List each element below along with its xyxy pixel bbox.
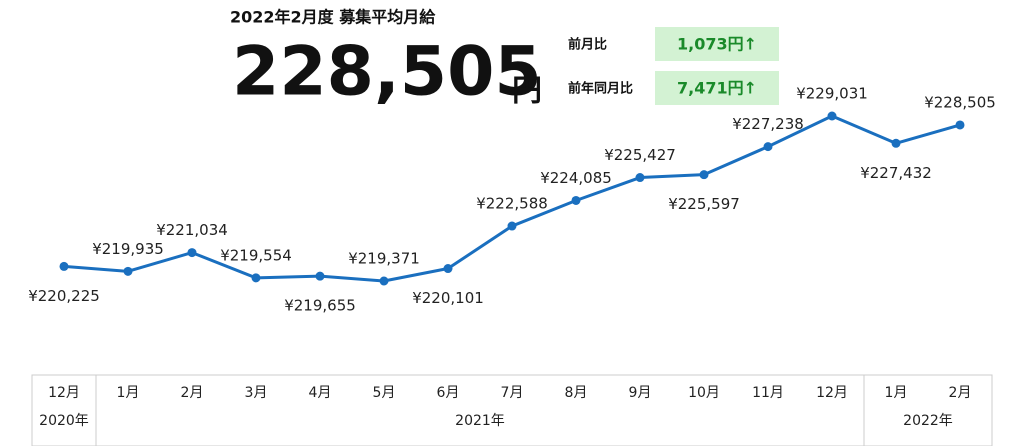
data-label: ¥222,588 (476, 195, 548, 213)
point (443, 264, 453, 274)
year-label: 2021年 (455, 413, 505, 429)
year-label: 2020年 (39, 413, 89, 429)
x-tick-label: 10月 (688, 385, 720, 401)
point (571, 195, 581, 205)
comparison-value: 7,471円↑ (677, 79, 757, 98)
badge (655, 27, 779, 61)
point (635, 173, 645, 183)
axis-box (31, 374, 993, 446)
x-tick-label: 1月 (885, 385, 908, 401)
point (827, 111, 837, 121)
point (891, 138, 901, 148)
data-label: ¥219,371 (348, 250, 420, 268)
data-label: ¥219,554 (220, 246, 292, 264)
data-label: ¥224,085 (540, 169, 612, 187)
x-tick-label: 3月 (245, 385, 268, 401)
data-label: ¥225,597 (668, 195, 740, 213)
data-label: ¥225,427 (604, 146, 676, 164)
x-tick-label: 12月 (48, 385, 80, 401)
comparison-label: 前月比 (568, 37, 607, 53)
data-label: ¥228,505 (924, 93, 996, 111)
comparison-value: 1,073円↑ (677, 35, 757, 54)
headline-unit: 円 (512, 74, 542, 109)
data-label: ¥219,655 (284, 297, 356, 315)
x-tick-label: 5月 (373, 385, 396, 401)
point (59, 261, 69, 271)
chart-title: 2022年2月度 募集平均月給 (230, 8, 436, 27)
point (763, 142, 773, 152)
point (123, 266, 133, 276)
point (251, 273, 261, 283)
year-label: 2022年 (903, 413, 953, 429)
x-tick-label: 1月 (117, 385, 140, 401)
x-tick-label: 12月 (816, 385, 848, 401)
data-label: ¥227,238 (732, 115, 804, 133)
x-tick-label: 6月 (437, 385, 460, 401)
point (315, 271, 325, 281)
point (379, 276, 389, 286)
x-tick-label: 4月 (309, 385, 332, 401)
badge (655, 71, 779, 105)
x-tick-label: 2月 (949, 385, 972, 401)
point (187, 248, 197, 258)
data-label: ¥220,101 (412, 289, 484, 307)
point (507, 221, 517, 231)
data-label: ¥229,031 (796, 85, 868, 103)
x-tick-label: 2月 (181, 385, 204, 401)
comparison-label: 前年同月比 (568, 81, 633, 97)
data-label: ¥219,935 (92, 240, 164, 258)
data-label: ¥227,432 (860, 164, 932, 182)
headline-value: 228,505 (232, 33, 542, 112)
x-tick-label: 9月 (629, 385, 652, 401)
x-tick-label: 7月 (501, 385, 524, 401)
data-label: ¥220,225 (28, 287, 100, 305)
point (955, 120, 965, 130)
x-tick-label: 11月 (752, 385, 784, 401)
data-label: ¥221,034 (156, 221, 228, 239)
x-tick-label: 8月 (565, 385, 588, 401)
point (699, 170, 709, 180)
